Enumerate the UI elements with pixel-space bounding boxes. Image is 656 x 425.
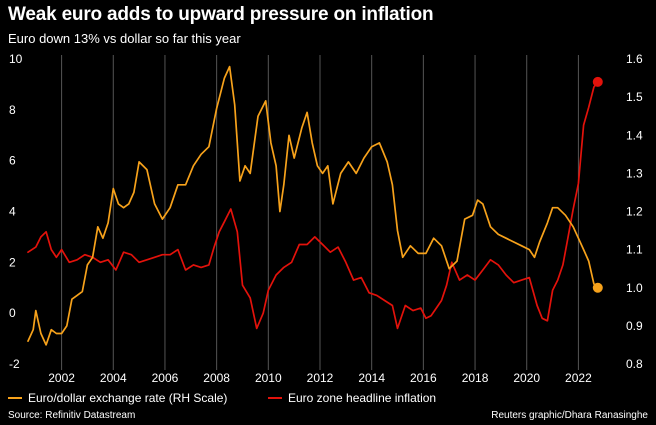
x-tick-label: 2012 — [307, 371, 334, 385]
y-left-tick-label: 4 — [9, 205, 16, 219]
end-marker-eurusd — [592, 282, 603, 293]
y-right-tick-label: 0.8 — [626, 357, 643, 371]
y-right-tick-label: 1.6 — [626, 52, 643, 66]
x-tick-label: 2006 — [152, 371, 179, 385]
legend-label-inflation: Euro zone headline inflation — [288, 391, 437, 405]
series-lines — [27, 65, 599, 346]
y-right-tick-label: 1.4 — [626, 128, 643, 142]
y-right-tick-label: 0.9 — [626, 319, 643, 333]
x-tick-label: 2002 — [48, 371, 75, 385]
legend-item-inflation: Euro zone headline inflation — [268, 391, 436, 405]
y-axis-left: -2 0 2 4 6 8 10 — [9, 52, 23, 371]
y-left-tick-label: -2 — [9, 357, 20, 371]
x-tick-label: 2004 — [100, 371, 127, 385]
grid-lines — [61, 55, 579, 370]
series-line-eurusd — [27, 65, 599, 346]
legend-label-eurusd: Euro/dollar exchange rate (RH Scale) — [28, 391, 228, 405]
y-right-tick-label: 1.2 — [626, 205, 643, 219]
y-axis-right: 0.8 0.9 1.0 1.1 1.2 1.3 1.4 1.5 1.6 — [626, 52, 643, 371]
x-tick-label: 2018 — [462, 371, 489, 385]
legend-item-eurusd: Euro/dollar exchange rate (RH Scale) — [8, 391, 227, 405]
y-left-tick-label: 6 — [9, 154, 16, 168]
legend-swatch-eurusd — [8, 397, 22, 399]
x-tick-label: 2008 — [203, 371, 230, 385]
y-left-tick-label: 10 — [9, 52, 23, 66]
source-note: Source: Refinitiv Datastream — [8, 410, 136, 421]
x-tick-label: 2014 — [358, 371, 385, 385]
chart-title: Weak euro adds to upward pressure on inf… — [8, 4, 434, 25]
y-right-tick-label: 1.0 — [626, 281, 643, 295]
y-right-tick-label: 1.5 — [626, 90, 643, 104]
credit-note: Reuters graphic/Dhara Ranasinghe — [491, 410, 648, 421]
end-marker-inflation — [592, 76, 603, 87]
x-tick-label: 2020 — [513, 371, 540, 385]
end-markers — [592, 76, 603, 293]
chart-subtitle: Euro down 13% vs dollar so far this year — [8, 31, 241, 46]
x-tick-label: 2016 — [410, 371, 437, 385]
y-left-tick-label: 2 — [9, 255, 16, 269]
y-right-tick-label: 1.3 — [626, 166, 643, 180]
y-left-tick-label: 0 — [9, 306, 16, 320]
x-tick-label: 2010 — [255, 371, 282, 385]
legend-swatch-inflation — [268, 397, 282, 399]
x-axis: 2002 2004 2006 2008 2010 2012 2014 2016 2018 2020… — [48, 371, 592, 385]
x-tick-label: 2022 — [565, 371, 592, 385]
y-left-tick-label: 8 — [9, 103, 16, 117]
series-line-inflation — [27, 81, 599, 330]
y-right-tick-label: 1.1 — [626, 243, 643, 257]
